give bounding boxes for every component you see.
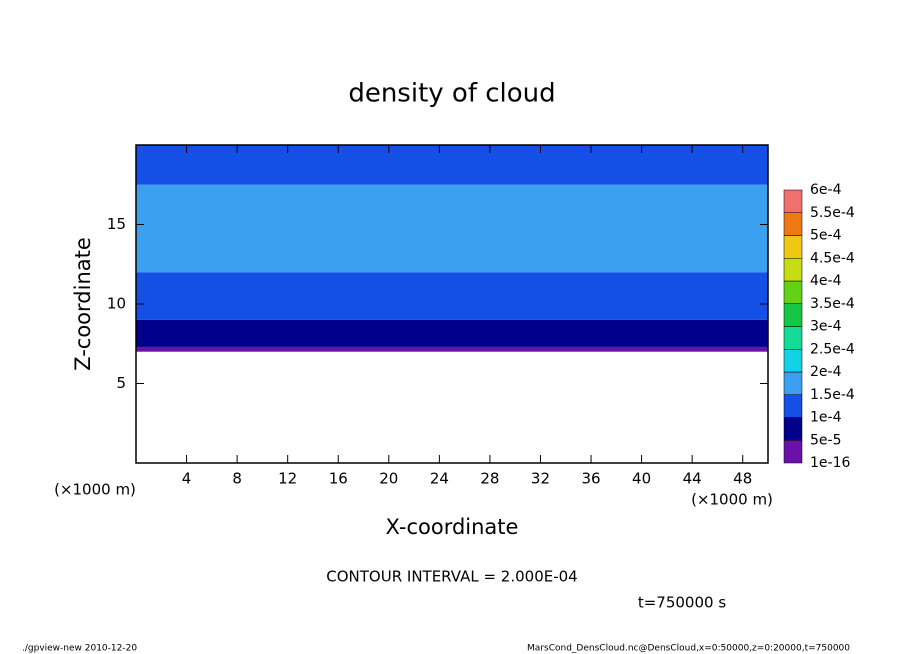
colorbar-box <box>783 280 803 304</box>
colorbar-box <box>783 212 803 236</box>
contour-band <box>136 184 768 273</box>
x-unit: (×1000 m) <box>691 491 773 509</box>
y-tick-label: 15 <box>107 215 126 233</box>
colorbar-box <box>783 258 803 282</box>
contour-band <box>136 272 768 320</box>
y-axis-label: Z-coordinate <box>71 237 95 371</box>
x-tick-label: 36 <box>581 470 600 488</box>
y-tick-label: 10 <box>107 295 126 313</box>
x-tick-label: 12 <box>278 470 297 488</box>
contour-interval: CONTOUR INTERVAL = 2.000E-04 <box>326 568 577 586</box>
x-tick-label: 24 <box>430 470 449 488</box>
colorbar-label: 4.5e-4 <box>810 250 855 266</box>
x-unit: (×1000 m) <box>54 481 136 499</box>
contour-band <box>136 145 768 185</box>
colorbar-label: 2.5e-4 <box>810 341 855 357</box>
colorbar-box <box>783 303 803 327</box>
x-tick-label: 8 <box>232 470 242 488</box>
footer-right: MarsCond_DensCloud.nc@DensCloud,x=0:5000… <box>527 644 850 654</box>
colorbar-box <box>783 440 803 464</box>
x-tick-label: 32 <box>531 470 550 488</box>
colorbar-box <box>783 235 803 259</box>
colorbar-box <box>783 371 803 395</box>
y-tick-label: 5 <box>116 374 126 392</box>
x-tick-label: 48 <box>733 470 752 488</box>
x-tick-label: 40 <box>632 470 651 488</box>
colorbar-label: 5e-5 <box>810 432 841 448</box>
contour-band <box>136 319 768 347</box>
colorbar-box <box>783 417 803 441</box>
colorbar-label: 3.5e-4 <box>810 296 855 312</box>
colorbar-label: 1e-4 <box>810 410 842 426</box>
colorbar-label: 6e-4 <box>810 182 842 198</box>
chart-title: density of cloud <box>348 79 555 109</box>
x-tick-label: 44 <box>683 470 702 488</box>
x-tick-label: 4 <box>182 470 192 488</box>
x-tick-label: 28 <box>480 470 499 488</box>
colorbar-box <box>783 394 803 418</box>
colorbar-label: 3e-4 <box>810 319 842 335</box>
colorbar-box <box>783 326 803 350</box>
time-label: t=750000 s <box>638 594 726 612</box>
colorbar-label: 2e-4 <box>810 364 842 380</box>
colorbar-box <box>783 189 803 213</box>
colorbar-label: 5.5e-4 <box>810 205 855 221</box>
x-tick-label: 20 <box>379 470 398 488</box>
contour-band <box>136 346 768 352</box>
x-axis-label: X-coordinate <box>386 515 519 539</box>
colorbar-label: 1.5e-4 <box>810 387 855 403</box>
x-tick-label: 16 <box>329 470 348 488</box>
footer-left: ./gpview-new 2010-12-20 <box>22 644 137 654</box>
colorbar-label: 1e-16 <box>810 455 850 471</box>
colorbar-label: 5e-4 <box>810 228 842 244</box>
colorbar-box <box>783 349 803 373</box>
colorbar-label: 4e-4 <box>810 273 842 289</box>
